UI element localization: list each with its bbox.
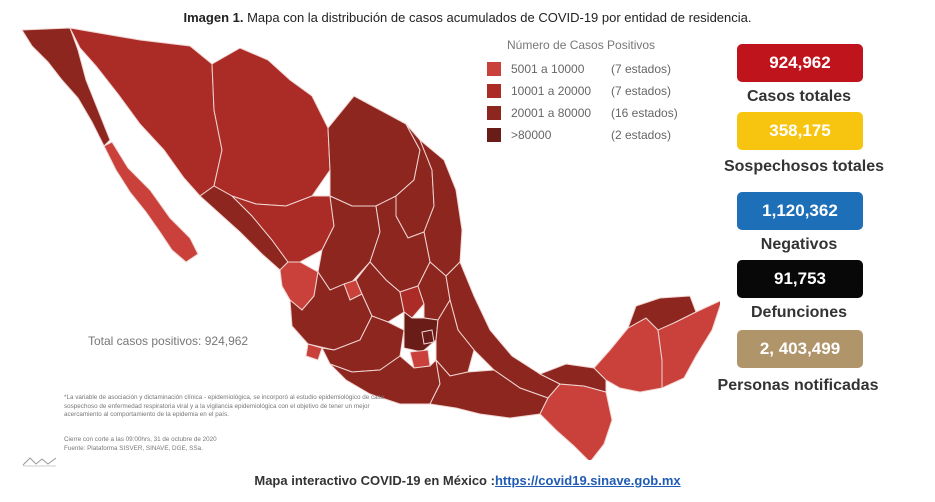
state-cdmx[interactable]: [421, 329, 435, 345]
legend-count: (16 estados): [611, 106, 678, 120]
stat-defunciones-label: Defunciones: [750, 304, 847, 321]
stat-notificadas-label: Personas notificadas: [717, 377, 879, 394]
legend-swatch: [487, 106, 501, 120]
legend-swatch: [487, 62, 501, 76]
legend-count: (2 estados): [611, 128, 672, 142]
stat-casos-totales-label: Casos totales: [746, 88, 852, 105]
stat-sospechosos-value: 358,175: [737, 112, 863, 150]
legend-range: 10001 a 20000: [511, 84, 592, 98]
legend-item: 10001 a 20000 (7 estados): [487, 80, 691, 102]
legend-item: >80000 (2 estados): [487, 124, 691, 146]
legend-range: >80000: [511, 128, 552, 142]
cutoff-text: Cierre con corte a las 09:00hrs, 31 de o…: [64, 436, 217, 443]
legend-title: Número de Casos Positivos: [507, 38, 656, 52]
state-quintana-roo[interactable]: [657, 300, 720, 389]
interactive-map-footer: Mapa interactivo COVID-19 en México :htt…: [0, 473, 935, 488]
stat-notificadas-value: 2, 403,499: [737, 330, 863, 368]
interactive-map-text: Mapa interactivo COVID-19 en México :: [254, 473, 495, 488]
legend-range: 20001 a 80000: [511, 106, 592, 120]
stat-negativos-value: 1,120,362: [737, 192, 863, 230]
stat-sospechosos-label: Sospechosos totales: [723, 158, 885, 175]
state-baja-california-sur[interactable]: [103, 141, 199, 263]
stat-defunciones-value: 91,753: [737, 260, 863, 298]
legend-item: 20001 a 80000 (16 estados): [487, 102, 691, 124]
mexico-map: [21, 27, 720, 460]
state-queretaro[interactable]: [399, 285, 425, 319]
footnote: *La variable de asociación y dictaminaci…: [64, 394, 385, 418]
agency-logo-icon: [22, 457, 57, 467]
stat-negativos-label: Negativos: [760, 236, 838, 253]
state-tabasco[interactable]: [538, 363, 607, 393]
state-chiapas[interactable]: [539, 383, 613, 460]
state-chihuahua[interactable]: [211, 47, 331, 207]
legend-count: (7 estados): [611, 62, 672, 76]
cutoff-source: Cierre con corte a las 09:00hrs, 31 de o…: [64, 436, 217, 453]
source-text: Fuente: Plataforma SISVER, SINAVE, DGE, …: [64, 444, 203, 452]
stat-casos-totales-value: 924,962: [737, 44, 863, 82]
map-legend: Número de Casos Positivos 5001 a 10000 (…: [487, 38, 691, 146]
figure-title-bold: Imagen 1.: [183, 10, 244, 25]
legend-swatch: [487, 84, 501, 98]
legend-range: 5001 a 10000: [511, 62, 585, 76]
figure-title-text: Mapa con la distribución de casos acumul…: [247, 10, 752, 25]
legend-item: 5001 a 10000 (7 estados): [487, 58, 691, 80]
figure-title: Imagen 1. Mapa con la distribución de ca…: [0, 10, 935, 25]
interactive-map-link[interactable]: https://covid19.sinave.gob.mx: [494, 473, 681, 488]
total-positive-cases: Total casos positivos: 924,962: [88, 334, 249, 348]
state-morelos[interactable]: [409, 349, 431, 369]
state-colima[interactable]: [305, 343, 323, 361]
legend-count: (7 estados): [611, 84, 672, 98]
legend-swatch: [487, 128, 501, 142]
